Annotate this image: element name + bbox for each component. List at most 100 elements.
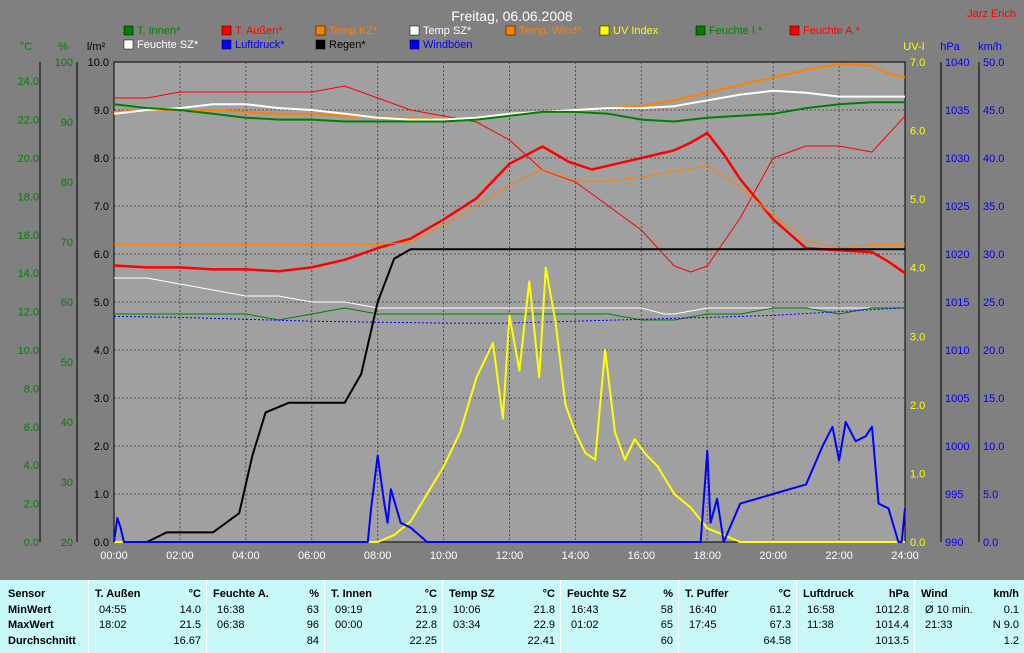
tick-label: 1.0	[910, 468, 925, 480]
series-t-innen	[113, 101, 905, 123]
stat-max-value: 67.3	[769, 619, 791, 631]
axis-unit: hPa	[940, 41, 960, 53]
x-tick-label: 20:00	[759, 550, 787, 562]
tick-label: 50.0	[983, 57, 1004, 69]
stat-min-time: Ø 10 min.	[925, 604, 973, 616]
stats-column: Wind km/h Ø 10 min. 0.1 21:33 N 9.0 1.2	[914, 580, 1024, 653]
legend-label: Regen*	[329, 39, 366, 51]
tick-label: 1040	[945, 57, 969, 69]
x-tick-label: 08:00	[364, 550, 392, 562]
tick-label: 1030	[945, 153, 969, 165]
stat-unit: °C	[188, 588, 201, 600]
legend-label: Feuchte A.*	[803, 25, 861, 37]
statistics-table: Sensor MinWert MaxWert Durchschnitt T. Außen…	[0, 580, 1024, 653]
tick-label: 10.0	[983, 441, 1004, 453]
chart-title: Freitag, 06.06.2008	[451, 8, 573, 24]
stat-min-value: 63	[306, 604, 319, 616]
axis-unit: l/m²	[87, 41, 106, 53]
tick-label: 7.0	[910, 57, 925, 69]
stat-row-label: MaxWert	[8, 619, 54, 631]
stat-sensor-name: Temp SZ	[449, 588, 495, 600]
tick-label: 4.0	[910, 263, 925, 275]
tick-label: 90	[61, 117, 73, 129]
series-temp-sz	[113, 89, 905, 121]
axis-unit: km/h	[978, 41, 1002, 53]
stat-unit: hPa	[888, 588, 909, 600]
tick-label: 0.0	[24, 537, 39, 549]
stat-sensor-name: Wind	[921, 588, 948, 600]
series-regen	[114, 248, 905, 543]
axes: °C 0.0 2.0 4.0 6.0 8.0 10.0 12.0 14.0 16.0 18.0 20.…	[18, 41, 1005, 562]
tick-label: 3.0	[94, 393, 109, 405]
tick-label: 15.0	[983, 393, 1004, 405]
tick-label: 5.0	[983, 489, 998, 501]
tick-label: 0.0	[910, 537, 925, 549]
tick-label: 14.0	[18, 268, 39, 280]
tick-label: 4.0	[24, 460, 39, 472]
stat-max-value: 21.5	[179, 619, 201, 631]
stat-min-time: 16:38	[217, 604, 245, 616]
tick-label: 20.0	[18, 153, 39, 165]
tick-label: 5.0	[94, 297, 109, 309]
stat-sensor-name: Feuchte SZ	[567, 588, 627, 600]
legend-label: T. Außen*	[235, 25, 283, 37]
stat-average: 16.67	[173, 635, 201, 647]
tick-label: 990	[945, 537, 963, 549]
tick-label: 5.0	[910, 194, 925, 206]
x-tick-label: 10:00	[430, 550, 458, 562]
tick-label: 25.0	[983, 297, 1004, 309]
stat-max-time: 11:38	[807, 619, 834, 631]
stat-unit: km/h	[993, 588, 1019, 600]
stat-max-value: N 9.0	[992, 619, 1019, 631]
axis-unit: %	[58, 41, 68, 53]
stat-unit: %	[663, 588, 673, 600]
tick-label: 12.0	[18, 307, 39, 319]
legend-swatch	[221, 39, 232, 50]
tick-label: 995	[945, 489, 963, 501]
legend-swatch	[221, 25, 232, 36]
series-group	[113, 62, 906, 543]
tick-label: 4.0	[94, 345, 109, 357]
stat-sensor-name: T. Puffer	[685, 588, 729, 600]
tick-label: 60	[61, 297, 73, 309]
tick-label: 3.0	[910, 331, 925, 343]
stat-min-time: 16:40	[689, 604, 717, 616]
stat-min-time: 16:43	[571, 604, 599, 616]
tick-label: 6.0	[24, 422, 39, 434]
tick-label: 2.0	[24, 499, 39, 511]
legend-label: Luftdruck*	[235, 39, 285, 51]
legend-swatch	[409, 39, 420, 50]
tick-label: 0.0	[94, 537, 109, 549]
x-tick-label: 04:00	[232, 550, 260, 562]
stat-min-value: 21.8	[533, 604, 555, 616]
stat-min-value: 0.1	[1003, 604, 1019, 616]
stat-max-value: 22.9	[533, 619, 555, 631]
legend-swatch	[409, 25, 420, 36]
stat-average: 1.2	[1003, 635, 1019, 647]
tick-label: 1.0	[94, 489, 109, 501]
legend-label: UV Index	[613, 25, 659, 37]
legend-swatch	[315, 25, 326, 36]
stat-average: 60	[660, 635, 673, 647]
stat-max-time: 17:45	[689, 619, 717, 631]
legend-swatch	[505, 25, 516, 36]
tick-label: 22.0	[18, 115, 39, 127]
tick-label: 80	[61, 177, 73, 189]
x-tick-label: 12:00	[496, 550, 524, 562]
stats-column: T. Innen °C 09:19 21.9 00:00 22.8 22.25	[324, 580, 443, 653]
x-tick-label: 16:00	[628, 550, 656, 562]
stat-unit: °C	[542, 588, 555, 600]
x-tick-label: 22:00	[825, 550, 853, 562]
tick-label: 35.0	[983, 201, 1004, 213]
stat-min-time: 09:19	[335, 604, 363, 616]
tick-label: 6.0	[910, 126, 925, 138]
legend-swatch	[599, 25, 610, 36]
stat-max-time: 03:34	[453, 619, 481, 631]
tick-label: 20	[61, 537, 73, 549]
tick-label: 7.0	[94, 201, 109, 213]
x-tick-label: 02:00	[166, 550, 194, 562]
stats-column: T. Außen °C 04:55 14.0 18:02 21.5 16.67	[88, 580, 207, 653]
stat-average: 84	[306, 635, 319, 647]
legend-label: Temp KZ*	[329, 25, 378, 37]
legend-label: Feuchte SZ*	[137, 39, 199, 51]
